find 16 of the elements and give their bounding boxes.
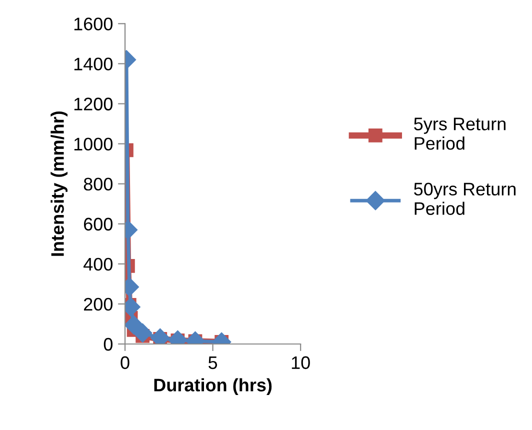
- y-tick-label: 1000: [74, 138, 113, 150]
- y-tick-label: 800: [84, 178, 113, 191]
- y-tick-label: 1600: [74, 18, 113, 30]
- x-tick-label: 10: [292, 356, 310, 370]
- y-tick-label: 600: [84, 218, 113, 231]
- x-tick-label: 5: [208, 356, 218, 370]
- legend-label: 50yrs Return Period: [414, 182, 516, 215]
- y-tick-label: 1200: [74, 98, 113, 110]
- y-axis-title: Intensity (mm/hr): [50, 111, 68, 256]
- y-tick-label: 1400: [74, 58, 113, 70]
- y-tick-label: 0: [104, 338, 113, 351]
- y-tick-label: 400: [84, 258, 113, 271]
- x-axis-title: Duration (hrs): [154, 378, 272, 396]
- legend-label: 5yrs Return Period: [414, 118, 506, 150]
- x-tick-label: 0: [120, 356, 130, 370]
- y-tick-label: 200: [84, 298, 113, 311]
